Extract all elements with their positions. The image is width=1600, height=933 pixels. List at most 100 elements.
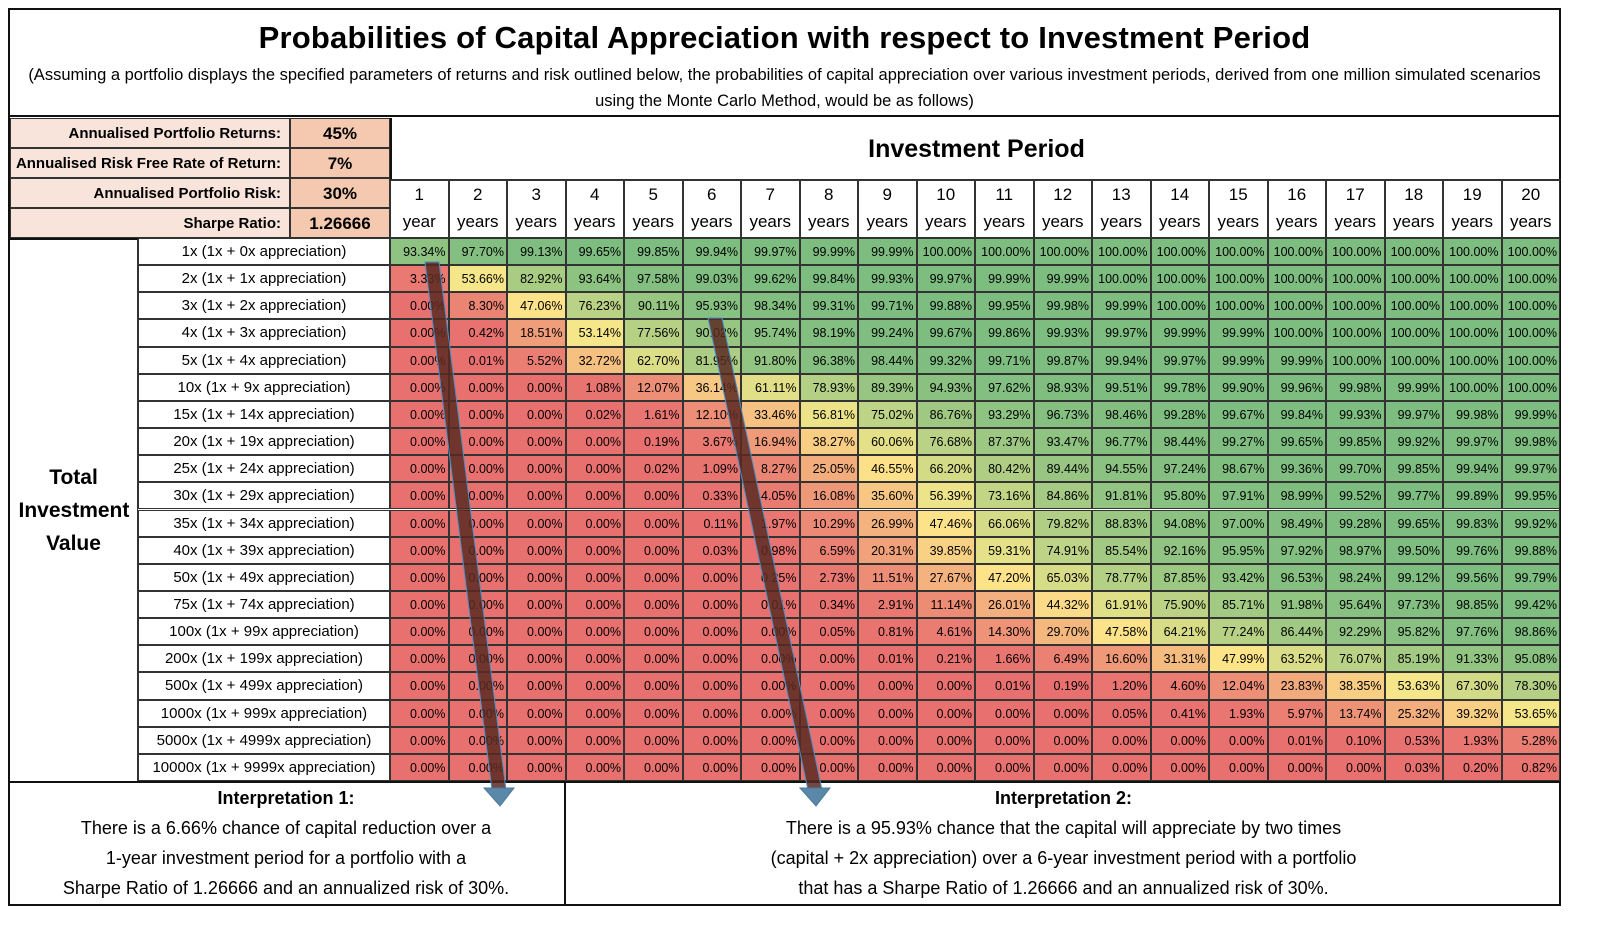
heatmap-cell: 4.05% <box>741 482 800 510</box>
heatmap-cell: 0.00% <box>565 455 624 483</box>
heatmap-cell: 99.12% <box>1384 563 1443 591</box>
heatmap-cell: 85.71% <box>1209 590 1268 619</box>
heatmap-cell: 0.00% <box>858 726 917 754</box>
heatmap-cell: 0.01% <box>975 672 1034 700</box>
heatmap-cell: 99.89% <box>1443 482 1502 510</box>
heatmap-cell: 0.00% <box>682 645 741 673</box>
heatmap-cell: 0.00% <box>448 645 507 673</box>
heatmap-cell: 99.51% <box>1092 373 1151 401</box>
heatmap-cell: 0.01% <box>448 346 507 374</box>
heatmap-cell: 20.31% <box>858 536 917 564</box>
heatmap-cell: 0.00% <box>390 726 449 754</box>
heatmap-cell: 0.00% <box>507 563 566 591</box>
heatmap-cell: 92.16% <box>1150 536 1209 564</box>
heatmap-cell: 97.00% <box>1209 509 1268 537</box>
heatmap-cell: 3.67% <box>682 428 741 456</box>
heatmap-cell: 100.00% <box>1150 238 1209 266</box>
heatmap-cell: 0.00% <box>390 590 449 619</box>
heatmap-cell: 0.00% <box>507 672 566 700</box>
row-label: 20x (1x + 19x appreciation) <box>138 428 390 456</box>
title-block: Probabilities of Capital Appreciation wi… <box>8 8 1561 117</box>
row-label: 100x (1x + 99x appreciation) <box>138 618 390 646</box>
heatmap-cell: 0.00% <box>448 618 507 646</box>
heatmap-cell: 0.00% <box>507 726 566 754</box>
heatmap-cell: 1.97% <box>741 509 800 537</box>
heatmap-cell: 0.00% <box>682 753 741 781</box>
heatmap-cell: 65.03% <box>1033 563 1092 591</box>
heatmap-cell: 99.97% <box>1150 346 1209 374</box>
year-number: 17 <box>1345 185 1365 204</box>
heatmap-cell: 0.00% <box>565 753 624 781</box>
heatmap-cell: 0.20% <box>1443 753 1502 781</box>
heatmap-cell: 0.00% <box>1092 726 1151 754</box>
heatmap-cell: 0.00% <box>565 699 624 727</box>
year-header: 10 years <box>916 180 975 238</box>
heatmap-cell: 84.86% <box>1033 482 1092 510</box>
heatmap-cell: 2.73% <box>799 563 858 591</box>
row-label: 5000x (1x + 4999x appreciation) <box>138 726 390 754</box>
year-number: 1 <box>414 185 424 204</box>
heatmap-cell: 93.34% <box>390 238 449 266</box>
heatmap-cell: 76.23% <box>565 292 624 320</box>
heatmap-cell: 100.00% <box>1501 265 1560 293</box>
heatmap-cell: 39.85% <box>916 536 975 564</box>
heatmap-cell: 5.52% <box>507 346 566 374</box>
interpretation-2-line: that has a Sharpe Ratio of 1.26666 and a… <box>798 878 1329 898</box>
heatmap-cell: 0.03% <box>682 536 741 564</box>
heatmap-cell: 98.93% <box>1033 373 1092 401</box>
heatmap-cell: 47.20% <box>975 563 1034 591</box>
heatmap-cell: 100.00% <box>1384 265 1443 293</box>
heatmap-cell: 13.74% <box>1326 699 1385 727</box>
heatmap-cell: 60.06% <box>858 428 917 456</box>
year-number: 11 <box>995 185 1014 204</box>
heatmap-cell: 0.00% <box>565 645 624 673</box>
heatmap-cell: 92.29% <box>1326 618 1385 646</box>
heatmap-cell: 0.00% <box>507 590 566 619</box>
year-unit: years <box>807 212 850 231</box>
year-unit: years <box>1451 212 1494 231</box>
heatmap-cell: 77.56% <box>624 319 683 347</box>
heatmap-cell: 1.61% <box>624 400 683 429</box>
heatmap-cell: 0.00% <box>390 645 449 673</box>
year-header: 7 years <box>741 180 800 238</box>
heatmap-cell: 47.06% <box>507 292 566 320</box>
heatmap-cell: 99.98% <box>1033 292 1092 320</box>
heatmap-cell: 0.00% <box>565 428 624 456</box>
year-number: 20 <box>1521 185 1541 204</box>
heatmap-cell: 56.81% <box>799 400 858 429</box>
heatmap-cell: 2.91% <box>858 590 917 619</box>
heatmap-cell: 100.00% <box>1267 292 1326 320</box>
heatmap-cell: 67.30% <box>1443 672 1502 700</box>
heatmap-cell: 99.88% <box>1501 536 1560 564</box>
heatmap-cell: 99.97% <box>1384 400 1443 429</box>
heatmap-cell: 99.65% <box>1267 428 1326 456</box>
year-header: 9 years <box>858 180 917 238</box>
heatmap-cell: 100.00% <box>1326 319 1385 347</box>
heatmap-cell: 0.00% <box>390 319 449 347</box>
heatmap-cell: 99.27% <box>1209 428 1268 456</box>
heatmap-cell: 10.29% <box>799 509 858 537</box>
year-number: 16 <box>1287 185 1307 204</box>
heatmap-cell: 0.00% <box>624 482 683 510</box>
heatmap-cell: 46.55% <box>858 455 917 483</box>
heatmap-cell: 78.93% <box>799 373 858 401</box>
heatmap-cell: 0.00% <box>1267 753 1326 781</box>
heatmap-cell: 99.70% <box>1326 455 1385 483</box>
heatmap-cell: 81.95% <box>682 346 741 374</box>
heatmap-cell: 99.95% <box>1501 482 1560 510</box>
heatmap-cell: 0.00% <box>682 590 741 619</box>
row-label: 1x (1x + 0x appreciation) <box>138 238 390 266</box>
year-number: 12 <box>1053 185 1073 204</box>
heatmap-cell: 91.80% <box>741 346 800 374</box>
heatmap-cell: 100.00% <box>1267 238 1326 266</box>
heatmap-cell: 99.71% <box>858 292 917 320</box>
heatmap-cell: 96.38% <box>799 346 858 374</box>
heatmap-cell: 94.08% <box>1150 509 1209 537</box>
heatmap-cell: 12.07% <box>624 373 683 401</box>
heatmap-cell: 14.30% <box>975 618 1034 646</box>
heatmap-cell: 0.00% <box>507 753 566 781</box>
heatmap-cell: 0.00% <box>1209 753 1268 781</box>
heatmap-cell: 100.00% <box>1267 319 1326 347</box>
heatmap-cell: 59.31% <box>975 536 1034 564</box>
page-title: Probabilities of Capital Appreciation wi… <box>258 20 1311 55</box>
